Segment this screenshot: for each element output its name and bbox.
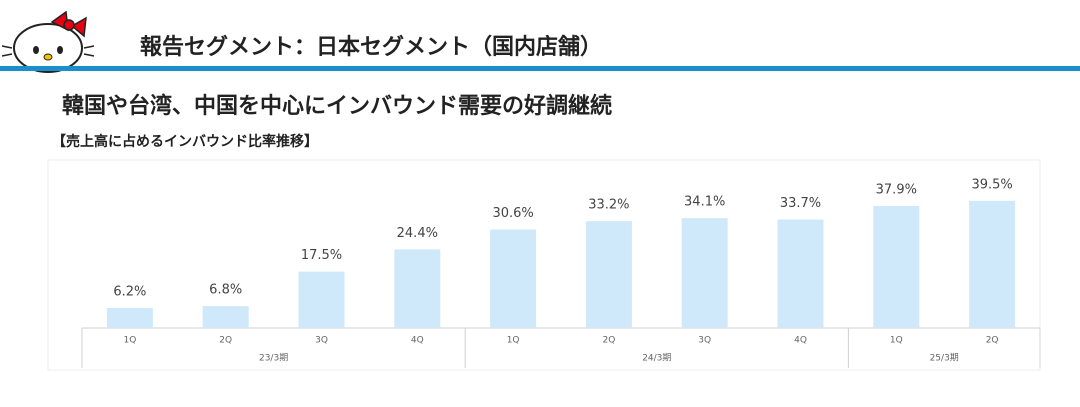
x-tick-label: 2Q [986,336,999,346]
value-label: 37.9% [876,182,917,197]
x-tick-label: 1Q [507,336,520,346]
value-label: 34.1% [684,195,725,210]
x-tick-label: 1Q [890,336,903,346]
value-label: 39.5% [971,177,1012,192]
bar [394,249,441,328]
group-label: 25/3期 [930,353,959,364]
bar [777,219,824,328]
bar [298,271,345,328]
bar [585,221,632,328]
header-rule [0,66,1080,71]
x-tick-label: 4Q [794,336,807,346]
value-label: 33.7% [780,196,821,211]
x-tick-label: 3Q [315,336,328,346]
bar [969,200,1016,328]
value-label: 6.2% [113,285,146,300]
plot-frame [47,159,1041,371]
bar [106,308,153,328]
group-label: 23/3期 [259,353,288,364]
x-tick-label: 2Q [602,336,615,346]
value-label: 33.2% [588,198,629,213]
x-tick-label: 4Q [411,336,424,346]
value-label: 24.4% [397,226,438,241]
group-label: 24/3期 [642,353,671,364]
slide-title: 報告セグメント：日本セグメント（国内店舗） [140,34,602,60]
bar [681,218,728,328]
chart-subtitle: 【売上高に占めるインバウンド比率推移】 [52,133,318,150]
x-tick-label: 3Q [698,336,711,346]
bar [202,306,249,328]
chart-title: 韓国や台湾、中国を中心にインバウンド需要の好調継続 [62,93,612,119]
x-tick-label: 1Q [123,336,136,346]
x-tick-label: 2Q [219,336,232,346]
mascot-icon [1,10,95,73]
value-label: 6.8% [209,283,242,298]
value-label: 17.5% [301,248,342,263]
bar [490,229,537,328]
value-label: 30.6% [492,206,533,221]
bar [873,205,920,328]
